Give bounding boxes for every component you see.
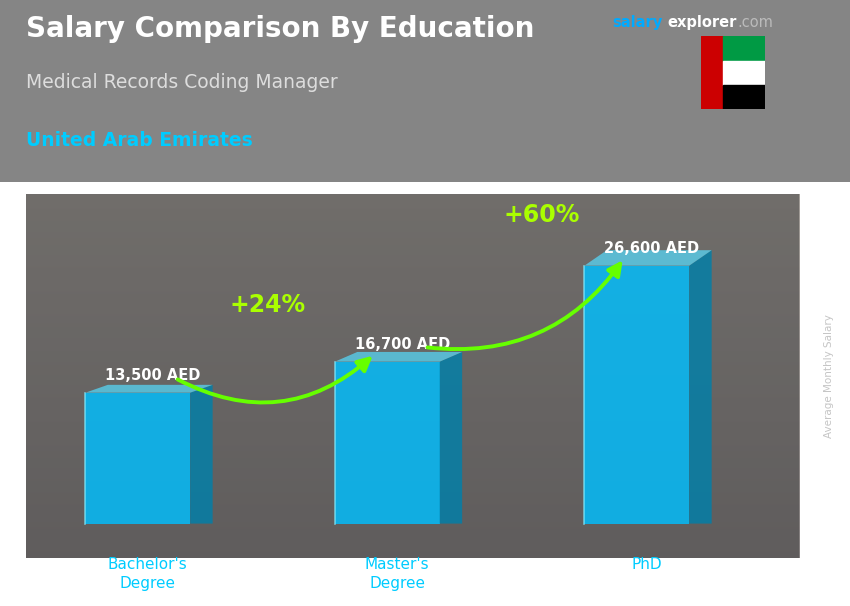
Polygon shape xyxy=(585,250,711,265)
Text: +60%: +60% xyxy=(504,203,581,227)
Polygon shape xyxy=(85,385,212,393)
Text: 26,600 AED: 26,600 AED xyxy=(604,241,700,256)
Text: 13,500 AED: 13,500 AED xyxy=(105,368,201,383)
Text: Average Monthly Salary: Average Monthly Salary xyxy=(824,314,834,438)
Text: Salary Comparison By Education: Salary Comparison By Education xyxy=(26,15,534,42)
Text: 16,700 AED: 16,700 AED xyxy=(354,337,450,352)
Bar xyxy=(701,36,722,109)
Text: +24%: +24% xyxy=(230,293,306,318)
Bar xyxy=(722,85,765,109)
Polygon shape xyxy=(190,385,212,524)
Text: salary: salary xyxy=(612,15,662,30)
Polygon shape xyxy=(85,393,190,524)
Bar xyxy=(722,61,765,85)
Polygon shape xyxy=(439,352,462,524)
Text: Master's
Degree: Master's Degree xyxy=(365,556,429,591)
Polygon shape xyxy=(335,352,462,362)
Text: .com: .com xyxy=(738,15,774,30)
Text: PhD: PhD xyxy=(632,556,662,571)
Polygon shape xyxy=(585,265,689,524)
Text: Bachelor's
Degree: Bachelor's Degree xyxy=(108,556,188,591)
Bar xyxy=(722,36,765,61)
Polygon shape xyxy=(689,250,711,524)
Polygon shape xyxy=(335,362,439,524)
Text: United Arab Emirates: United Arab Emirates xyxy=(26,131,252,150)
Text: explorer: explorer xyxy=(667,15,737,30)
Text: Medical Records Coding Manager: Medical Records Coding Manager xyxy=(26,73,337,92)
